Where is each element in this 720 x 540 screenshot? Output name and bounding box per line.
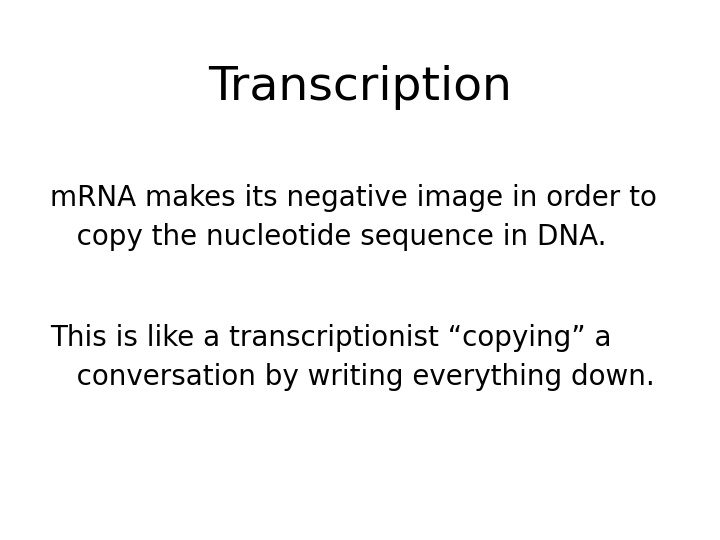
Text: Transcription: Transcription	[208, 65, 512, 110]
Text: This is like a transcriptionist “copying” a
   conversation by writing everythin: This is like a transcriptionist “copying…	[50, 324, 655, 391]
Text: mRNA makes its negative image in order to
   copy the nucleotide sequence in DNA: mRNA makes its negative image in order t…	[50, 184, 657, 251]
